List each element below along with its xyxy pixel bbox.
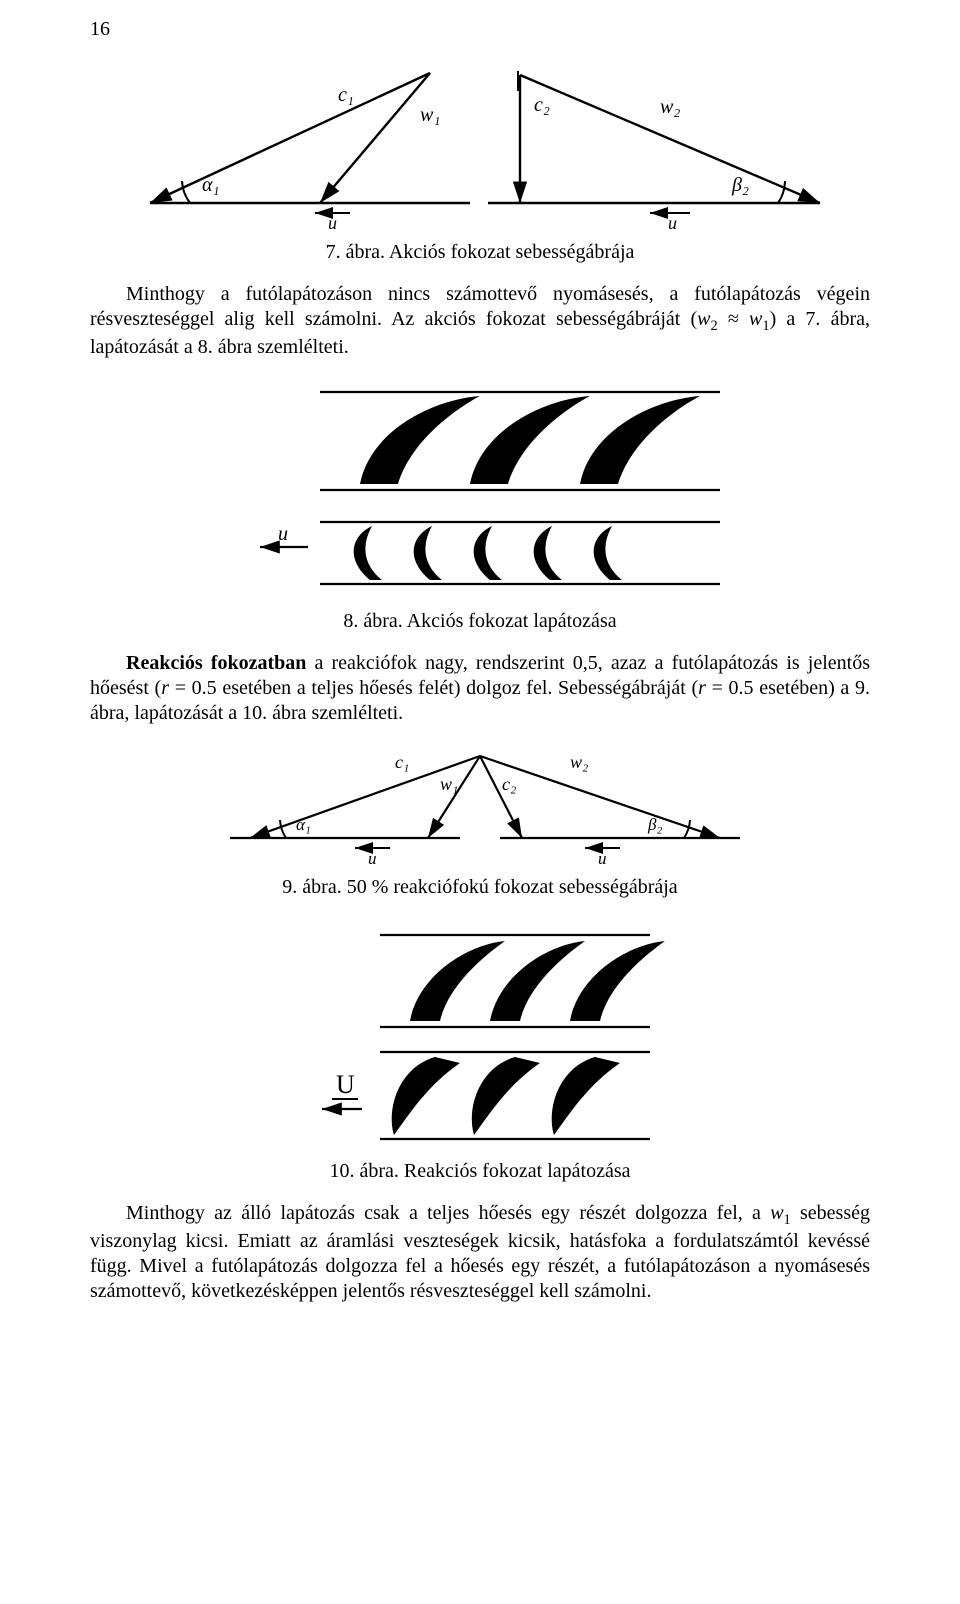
figure-7: c₁ w₁ c₂ w₂ α₁ β₂ u u: [90, 53, 870, 233]
p2-t2: = 0.5 esetében a teljes hőesés felét) do…: [169, 677, 698, 699]
label-u-8: u: [278, 523, 288, 545]
label9-c1: c₁: [395, 752, 409, 772]
label9-b2: β₂: [647, 815, 662, 834]
label9-ur: u: [598, 849, 607, 868]
p1-w2: w: [697, 308, 710, 330]
figure-10: U: [90, 917, 870, 1152]
label-u-left: u: [328, 213, 337, 233]
label-beta2: β₂: [731, 174, 749, 196]
p2-r2: r: [698, 677, 706, 699]
p3-w: w: [770, 1202, 783, 1224]
p2-r1: r: [161, 677, 169, 699]
label-u-10: U: [336, 1070, 355, 1099]
paragraph-1: Minthogy a futólapátozáson nincs számott…: [90, 282, 870, 360]
label-w1: w₁: [420, 104, 440, 126]
label-alpha1: α₁: [202, 174, 219, 196]
p3-sub1: 1: [784, 1212, 791, 1228]
figure-7-caption: 7. ábra. Akciós fokozat sebességábrája: [90, 241, 870, 264]
label-u-right: u: [668, 213, 677, 233]
figure-9: c₁ w₁ c₂ w₂ α₁ β₂ u u: [90, 738, 870, 868]
label-w2: w₂: [660, 96, 680, 118]
p1-w1: w: [749, 308, 762, 330]
paragraph-2: Reakciós fokozatban a reakciófok nagy, r…: [90, 651, 870, 726]
velocity-diagram-9-icon: c₁ w₁ c₂ w₂ α₁ β₂ u u: [200, 738, 760, 868]
label9-w2: w₂: [570, 752, 588, 772]
blade-cascade-action-icon: u: [220, 372, 740, 602]
label-c1: c₁: [338, 84, 354, 106]
figure-9-caption: 9. ábra. 50 % reakciófokú fokozat sebess…: [90, 876, 870, 899]
label-c2: c₂: [534, 94, 550, 116]
p2-lead: Reakciós fokozatban: [126, 652, 306, 674]
figure-10-caption: 10. ábra. Reakciós fokozat lapátozása: [90, 1160, 870, 1183]
p1-approx: ≈: [718, 308, 749, 330]
label9-a1: α₁: [296, 815, 311, 834]
label9-w1: w₁: [440, 774, 458, 794]
page-number: 16: [90, 18, 870, 41]
blade-cascade-reaction-icon: U: [290, 917, 670, 1152]
p3-t1: Minthogy az álló lapátozás csak a teljes…: [126, 1202, 770, 1224]
figure-8: u: [90, 372, 870, 602]
paragraph-3: Minthogy az álló lapátozás csak a teljes…: [90, 1201, 870, 1304]
p1-sub2: 2: [711, 318, 718, 334]
label9-ul: u: [368, 849, 377, 868]
figure-8-caption: 8. ábra. Akciós fokozat lapátozása: [90, 610, 870, 633]
p1-sub1: 1: [762, 318, 769, 334]
page: 16 c₁ w₁: [0, 0, 960, 1376]
velocity-diagram-7-icon: c₁ w₁ c₂ w₂ α₁ β₂ u u: [120, 53, 840, 233]
label9-c2: c₂: [502, 774, 516, 794]
